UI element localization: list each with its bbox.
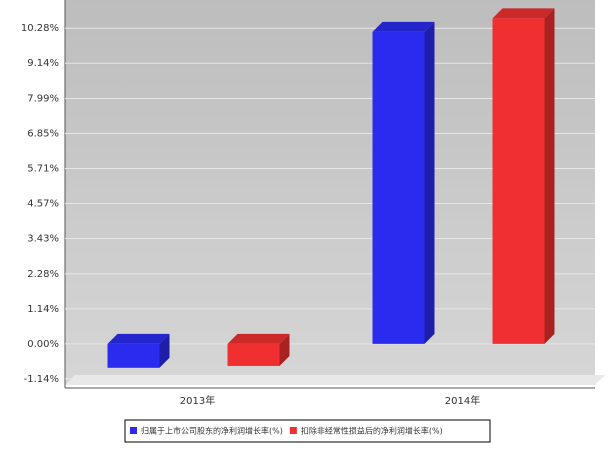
y-tick-label: 9.14%	[27, 58, 59, 69]
bar-top	[227, 333, 290, 344]
y-tick-label: -1.14%	[24, 374, 59, 385]
bar	[492, 18, 545, 344]
bar-top	[492, 8, 555, 19]
bar-side	[159, 333, 170, 368]
legend-label: 扣除非经常性损益后的净利润增长率(%)	[301, 426, 443, 436]
bar	[372, 31, 425, 344]
y-tick-label: 3.43%	[27, 234, 59, 245]
y-tick-label: 0.00%	[27, 339, 59, 350]
bar	[107, 343, 160, 368]
legend	[124, 419, 491, 443]
y-tick-label: 5.71%	[27, 164, 59, 175]
y-tick-label: 6.85%	[27, 129, 59, 140]
y-tick-label: 4.57%	[27, 199, 59, 210]
legend-swatch	[289, 427, 297, 434]
legend-label: 归属于上市公司股东的净利润增长率(%)	[141, 426, 283, 436]
bar-side	[279, 333, 290, 366]
floor	[65, 375, 605, 385]
bar-top	[107, 333, 170, 344]
y-tick-label: 1.14%	[27, 304, 59, 315]
bar-side	[544, 8, 555, 344]
x-tick-label: 2013年	[180, 394, 215, 407]
bar-side	[424, 21, 435, 344]
x-tick-label: 2014年	[445, 394, 480, 407]
legend-swatch	[130, 427, 137, 434]
y-tick-label: 2.28%	[27, 269, 59, 280]
bar	[227, 343, 280, 366]
bar-top	[372, 21, 435, 32]
y-tick-label: 10.28%	[21, 23, 59, 34]
y-tick-label: 7.99%	[27, 94, 59, 105]
